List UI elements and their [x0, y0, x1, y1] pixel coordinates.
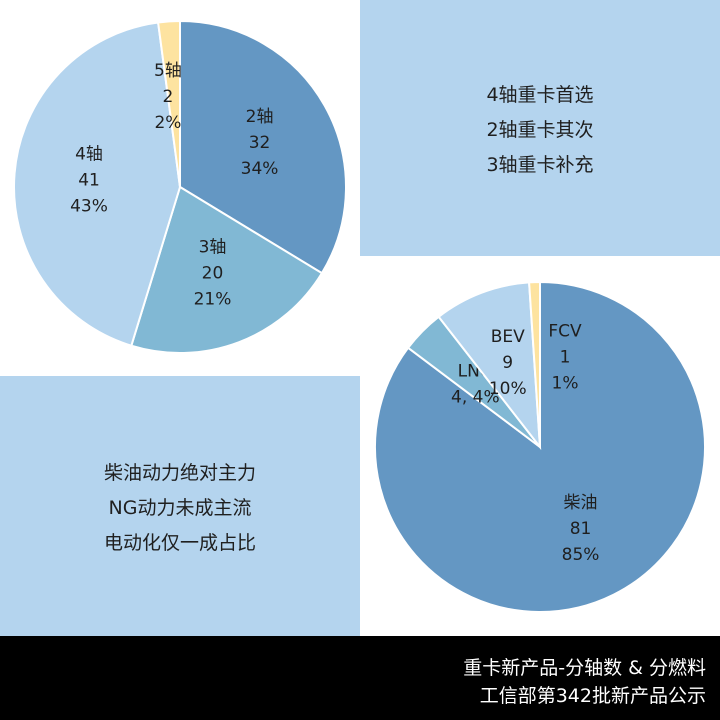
pie-label-line: 34% — [241, 159, 279, 179]
pie-label-2轴: 2轴 32 34% — [241, 107, 279, 179]
footer-title: 重卡新产品-分轴数 & 分燃料 — [463, 657, 706, 679]
pie-label-FCV: FCV 1 1% — [548, 321, 582, 393]
pie-slice-FCV — [528, 280, 541, 448]
pie-label-line: 41 — [78, 170, 100, 190]
axle-notes: 4轴重卡首选 2轴重卡其次 3轴重卡补充 — [360, 78, 720, 183]
pie-label-5轴: 5轴 2 2% — [154, 61, 182, 133]
pie-label-line: 81 — [570, 519, 592, 539]
pie-slice-BEV — [437, 281, 542, 451]
pie-label-line: 21% — [194, 289, 232, 309]
pie-slice-3轴 — [130, 185, 324, 354]
fuel-note-2: NG动力未成主流 — [108, 497, 252, 519]
pie-label-BEV: BEV 9 10% — [489, 327, 527, 399]
pie-label-4轴: 4轴 41 43% — [70, 144, 108, 216]
pie-label-line: 2 — [163, 87, 174, 107]
pie-label-line: 43% — [70, 196, 108, 216]
pie-label-line: FCV — [548, 321, 582, 341]
pie-slice-2轴 — [179, 19, 347, 275]
pie-label-line: 5轴 — [154, 61, 182, 81]
pie-label-line: 1 — [560, 347, 571, 367]
pie-label-3轴: 3轴 20 21% — [194, 237, 232, 309]
fuel-note-1: 柴油动力绝对主力 — [103, 462, 256, 484]
fuel-notes: 柴油动力绝对主力 NG动力未成主流 电动化仅一成占比 — [0, 456, 360, 561]
axle-note-3: 3轴重卡补充 — [486, 154, 594, 176]
pie-slice-柴油 — [374, 280, 706, 613]
pie-label-line: 10% — [489, 379, 527, 399]
pie-label-line: 2% — [154, 113, 181, 133]
pie-label-line: 4, 4% — [451, 387, 500, 407]
footer-source: 工信部第342批新产品公示 — [479, 685, 706, 707]
axle-note-2: 2轴重卡其次 — [486, 119, 594, 141]
pie-label-line: 1% — [552, 373, 579, 393]
pie-label-line: 9 — [502, 353, 513, 373]
pie-label-line: 柴油 — [564, 493, 598, 513]
axle-notes-panel: 4轴重卡首选 2轴重卡其次 3轴重卡补充 — [360, 0, 720, 256]
pie-label-line: BEV — [491, 327, 525, 347]
pie-label-line: 3轴 — [199, 237, 227, 257]
axle-pie-chart: 2轴 32 34% 3轴 20 21% 4轴 41 43% 5轴 2 2% — [13, 19, 347, 354]
fuel-notes-panel: 柴油动力绝对主力 NG动力未成主流 电动化仅一成占比 — [0, 376, 360, 636]
pie-label-line: 4轴 — [75, 144, 103, 164]
pie-label-line: 2轴 — [246, 107, 274, 127]
pie-label-line: 85% — [562, 545, 600, 565]
pie-slice-4轴 — [13, 21, 182, 347]
pie-slice-5轴 — [156, 19, 181, 188]
axle-note-1: 4轴重卡首选 — [486, 84, 594, 106]
pie-label-柴油: 柴油 81 85% — [562, 493, 600, 565]
pie-label-line: 20 — [202, 263, 224, 283]
pie-label-line: 32 — [249, 133, 271, 153]
pie-charts: 2轴 32 34%3轴 20 21%4轴 41 43%5轴 2 2% 柴油 81 85%LNG 4, … — [13, 19, 706, 613]
fuel-pie-chart: 柴油 81 85%LNG 4, 4%BEV 9 10%FCV 1 1% — [374, 280, 706, 613]
fuel-note-3: 电动化仅一成占比 — [103, 532, 256, 554]
footer-bar: 重卡新产品-分轴数 & 分燃料 工信部第342批新产品公示 — [0, 636, 720, 720]
